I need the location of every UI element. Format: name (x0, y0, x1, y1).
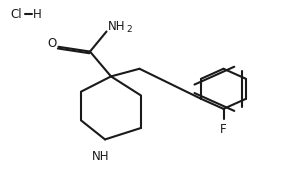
Text: NH: NH (92, 150, 109, 163)
Text: 2: 2 (126, 25, 132, 34)
Text: NH: NH (108, 20, 125, 33)
Text: O: O (48, 37, 57, 50)
Text: Cl: Cl (11, 8, 22, 21)
Text: H: H (33, 8, 42, 21)
Text: F: F (220, 123, 227, 136)
